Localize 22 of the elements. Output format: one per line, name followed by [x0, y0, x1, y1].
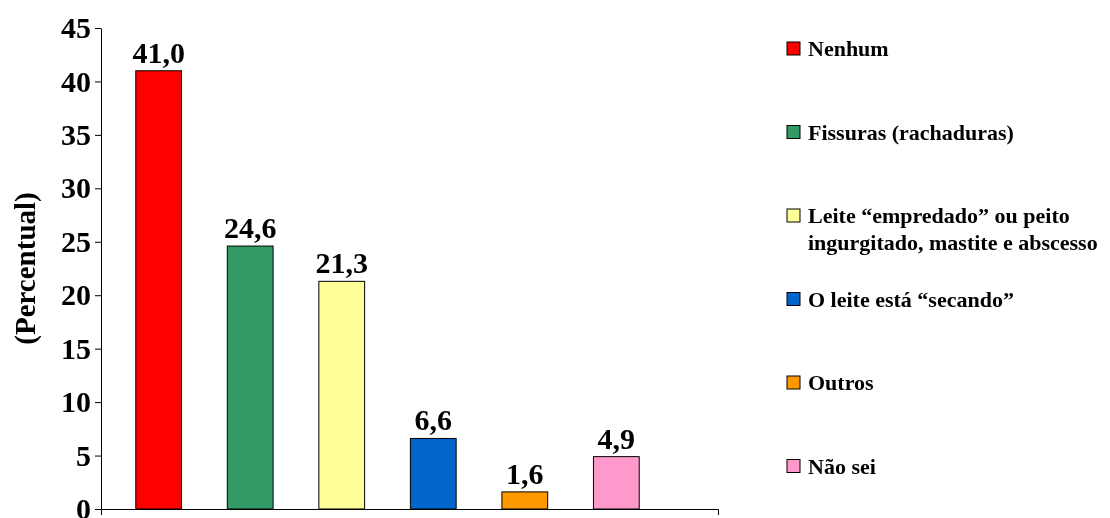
- y-tick-label: 20: [61, 278, 91, 312]
- data-label: 24,6: [223, 211, 277, 245]
- data-label: 41,0: [132, 35, 185, 69]
- y-tick-label: 30: [61, 171, 91, 205]
- y-tick-label: 45: [61, 11, 91, 45]
- data-label: 6,6: [414, 403, 453, 437]
- legend-label: Outros: [808, 370, 875, 395]
- legend-label: Nenhum: [808, 36, 889, 61]
- legend-label: Não sei: [808, 453, 876, 479]
- y-tick-label: 35: [61, 117, 91, 151]
- data-label: 4,9: [597, 421, 636, 455]
- data-label: 21,3: [315, 246, 368, 280]
- legend-label: Leite “empredado” ou peito ingurgitado, mastite e abscesso: [808, 203, 1098, 255]
- legend-label: Fissuras (rachaduras): [808, 119, 1014, 145]
- y-axis-title: (Percentual): [9, 192, 42, 345]
- y-tick-label: 5: [76, 438, 91, 472]
- y-tick-label: 10: [61, 385, 91, 419]
- legend-label: O leite está “secando”: [808, 286, 1014, 312]
- y-tick-label: 40: [61, 64, 91, 98]
- data-label: 1,6: [506, 456, 544, 490]
- y-tick-label: 25: [61, 224, 91, 258]
- y-tick-label: 15: [61, 331, 91, 365]
